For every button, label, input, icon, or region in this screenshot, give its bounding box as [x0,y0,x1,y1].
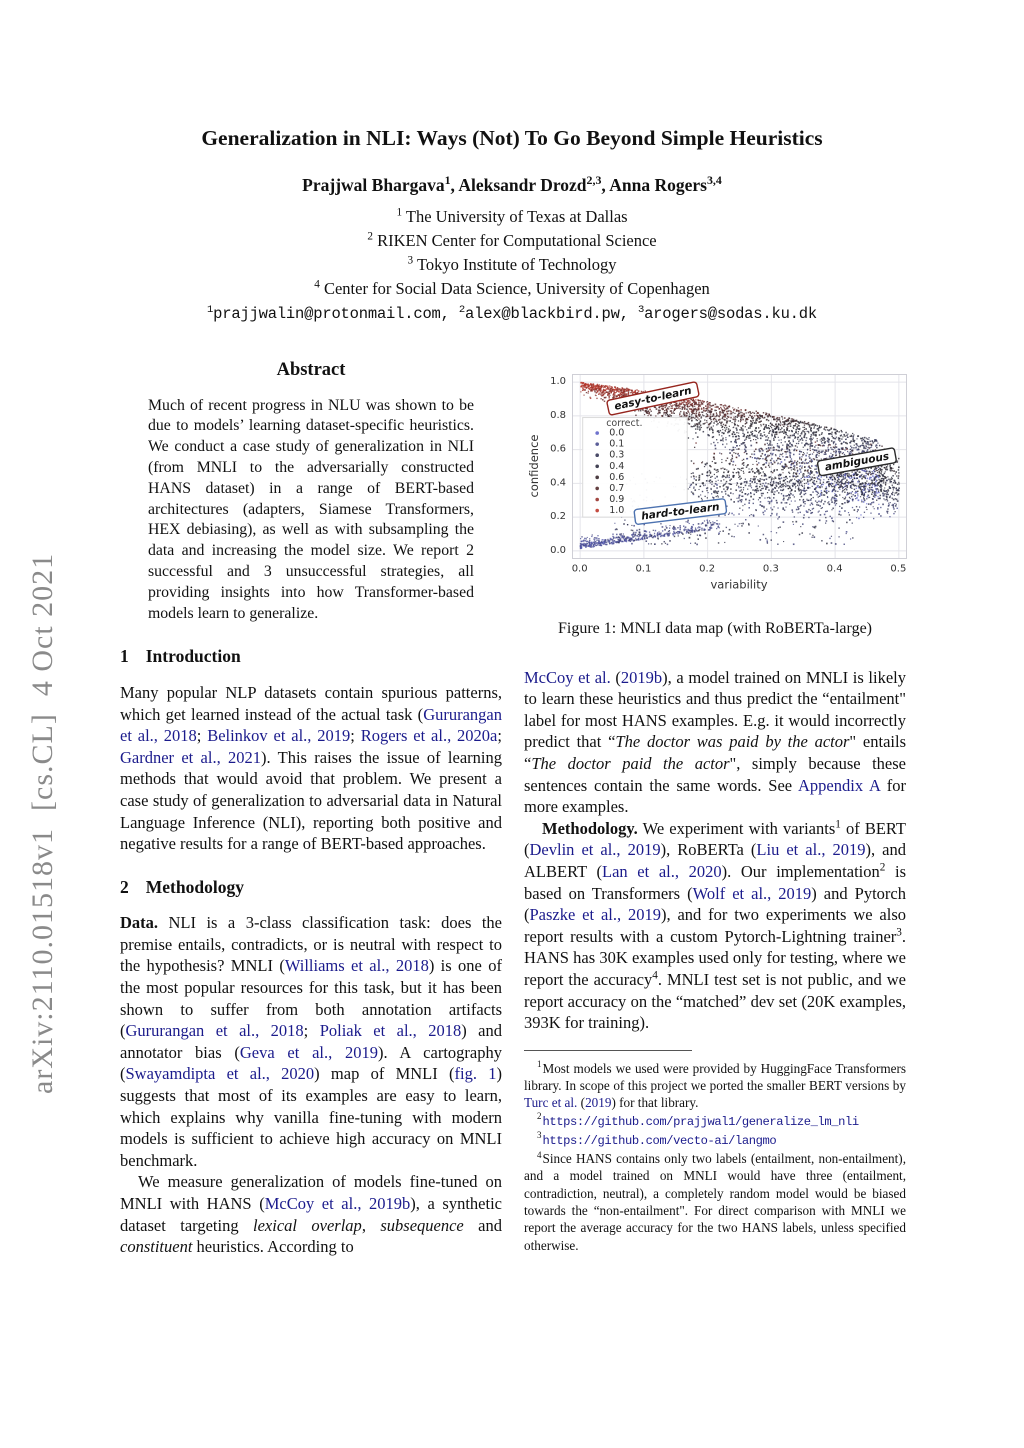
citation-link[interactable]: Paszke et al., 2019 [529,905,661,925]
arxiv-banner: arXiv:2110.01518v1 [cs.CL] 4 Oct 2021 [26,552,59,1094]
footnote-marker[interactable]: 2,3 [586,173,602,188]
footnote-marker[interactable]: 4 [652,969,658,982]
section-heading: 2 Methodology [120,876,244,897]
footnote-marker[interactable]: 1 [396,206,403,219]
figure1-caption: Figure 1: MNLI data map (with RoBERTa-la… [558,620,872,637]
right-column: Figure 1: MNLI data map (with RoBERTa-la… [524,366,916,1254]
citation-link[interactable]: Williams et al., 2018 [284,956,429,976]
right-column-body: McCoy et al. (2019b), a model trained on… [524,667,906,1034]
citation-link[interactable]: Swayamdipta et al., 2020 [125,1064,315,1084]
paragraph: Methodology. We experiment with variants… [524,818,907,1033]
footnote-marker[interactable]: 1 [444,173,451,188]
citation-link[interactable]: Liu et al., 2019 [756,840,866,860]
citation-link[interactable]: 2019b [620,667,663,687]
citation-link[interactable]: Geva et al., 2019 [239,1042,378,1062]
footnote-marker[interactable]: 2 [879,861,886,874]
paper-header: Generalization in NLI: Ways (Not) To Go … [0,126,1024,323]
footnote: 3https://github.com/vecto-ai/langmo [524,1131,906,1150]
paragraph: We measure generalization of models fine… [120,1172,502,1257]
affiliation-line: 4 Center for Social Data Science, Univer… [314,278,710,298]
citation-link[interactable]: Lan et al., 2020 [602,861,722,881]
paragraph: McCoy et al. (2019b), a model trained on… [524,667,907,817]
affiliation-line: 2 RIKEN Center for Computational Science [367,230,657,250]
citation-link[interactable]: https://github.com/vecto-ai/langmo [542,1133,777,1148]
affiliations: 1 The University of Texas at Dallas 2 RIK… [0,205,1024,301]
footnote-marker[interactable]: 1 [207,303,214,316]
citation-link[interactable]: Wolf et al., 2019 [692,883,812,903]
footnote-marker[interactable]: 3 [407,254,414,267]
footnote-marker[interactable]: 1 [835,818,841,831]
citation-link[interactable]: https://github.com/prajjwal1/generalize_… [542,1114,859,1129]
abstract-heading: Abstract [276,360,346,380]
figure1: Figure 1: MNLI data map (with RoBERTa-la… [524,366,916,640]
left-column: Abstract Much of recent progress in NLU … [120,360,502,1258]
citation-link[interactable]: 2019 [585,1095,612,1111]
footnote-number: 4 [537,1149,542,1160]
paragraph: Many popular NLP datasets contain spurio… [120,682,502,854]
citation-link[interactable]: McCoy et al., 2019b [264,1194,411,1214]
footnote: 4Since HANS contains only two labels (en… [524,1149,906,1253]
citation-link[interactable]: Poliak et al., 2018 [319,1021,462,1041]
abstract-body: Much of recent progress in NLU was shown… [148,396,474,622]
paper-title: Generalization in NLI: Ways (Not) To Go … [201,126,823,150]
paragraph: Data. NLI is a 3-class classification ta… [120,913,503,1170]
mnli-datamap-chart [524,366,916,602]
footnote-marker[interactable]: 4 [314,278,320,291]
citation-link[interactable]: Appendix A [798,775,880,795]
citation-link[interactable]: Devlin et al., 2019 [529,840,661,860]
email-line: 1prajjwalin@protonmail.com, 2alex@blackb… [207,303,817,323]
footnotes: 1Most models we used were provided by Hu… [524,1060,906,1254]
affiliation-line: 3 Tokyo Institute of Technology [407,254,617,274]
footnote: 1Most models we used were provided by Hu… [524,1059,906,1111]
citation-link[interactable]: McCoy et al. [524,667,611,687]
citation-link[interactable]: Gururangan et al., 2018 [120,704,502,746]
footnote-number: 2 [537,1111,542,1122]
citation-link[interactable]: fig. 1 [454,1064,497,1084]
footnote-marker[interactable]: 2 [367,230,373,243]
footnote-marker[interactable]: 2 [458,303,465,316]
footnote: 2https://github.com/prajjwal1/generalize… [524,1112,906,1131]
citation-link[interactable]: Gardner et al., 2021 [120,747,262,767]
footnote-number: 3 [537,1130,542,1141]
footnote-marker[interactable]: 3 [896,926,902,939]
author-line: Prajjwal Bhargava1, Aleksandr Drozd2,3, … [302,173,722,195]
citation-link[interactable]: Turc et al. [524,1095,578,1111]
footnote-rule [524,1049,692,1051]
left-column-body: 1 Introduction Many popular NLP datasets c… [120,646,502,1257]
citation-link[interactable]: Gururangan et al., 2018 [125,1021,304,1041]
footnote-marker[interactable]: 3,4 [706,173,722,188]
footnote-marker[interactable]: 3 [637,303,645,316]
footnote-number: 1 [537,1059,542,1070]
affiliation-line: 1 The University of Texas at Dallas [396,206,628,226]
citation-link[interactable]: Rogers et al., 2020a [360,726,498,746]
section-heading: 1 Introduction [120,646,241,667]
citation-link[interactable]: Belinkov et al., 2019 [207,726,351,746]
